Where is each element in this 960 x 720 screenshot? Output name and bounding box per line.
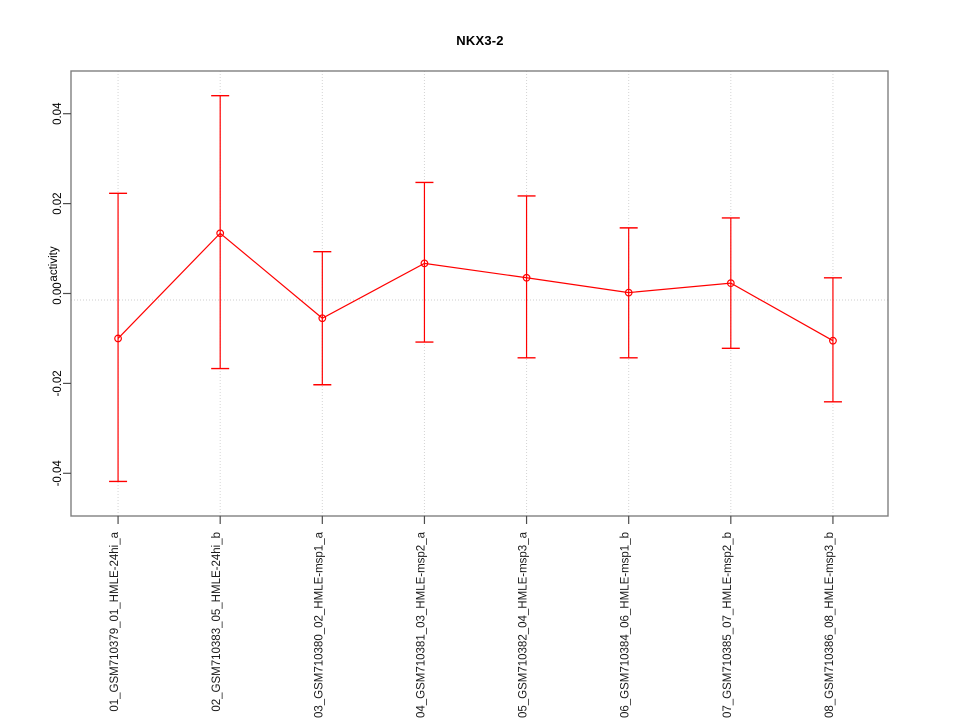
plot-border (70, 70, 889, 517)
data-point-marker (726, 279, 735, 288)
x-tick-label: 07_GSM710385_07_HMLE-msp2_b (722, 532, 734, 718)
y-tick-label: 0.04 (52, 102, 64, 125)
y-tick-label: 0.00 (52, 282, 64, 304)
data-point-marker (624, 288, 633, 297)
x-tick-label: 01_GSM710379_01_HMLE-24hi_a (109, 531, 121, 711)
data-point-marker (216, 229, 225, 238)
x-tick-label: 08_GSM710386_08_HMLE-msp3_b (824, 532, 836, 718)
y-axis-ticks: 0.04 0.02 0.00 -0.02 -0.04 (52, 102, 71, 486)
series-line (117, 232, 834, 342)
x-tick-label: 04_GSM710381_03_HMLE-msp2_a (415, 531, 427, 718)
x-tick-label: 05_GSM710382_04_HMLE-msp3_a (518, 531, 530, 718)
data-point-marker (420, 259, 429, 268)
gridlines (117, 71, 834, 516)
x-tick-label: 03_GSM710380_02_HMLE-msp1_a (313, 531, 325, 718)
y-tick-label: -0.02 (52, 370, 64, 396)
x-axis-tick-labels: 01_GSM710379_01_HMLE-24hi_a 02_GSM710383_… (109, 531, 836, 718)
data-point-marker (522, 273, 531, 282)
data-series (109, 95, 842, 483)
y-tick-label: 0.02 (52, 192, 64, 214)
x-tick-label: 06_GSM710384_06_HMLE-msp1_b (620, 532, 632, 718)
data-point-marker (829, 336, 837, 345)
data-point-marker (318, 314, 327, 323)
page-title: NKX3-2 (456, 33, 504, 48)
x-axis-ticks (117, 516, 834, 524)
data-point-marker (114, 334, 122, 343)
y-tick-label: -0.04 (52, 460, 64, 487)
x-tick-label: 02_GSM710383_05_HMLE-24hi_b (211, 532, 223, 712)
